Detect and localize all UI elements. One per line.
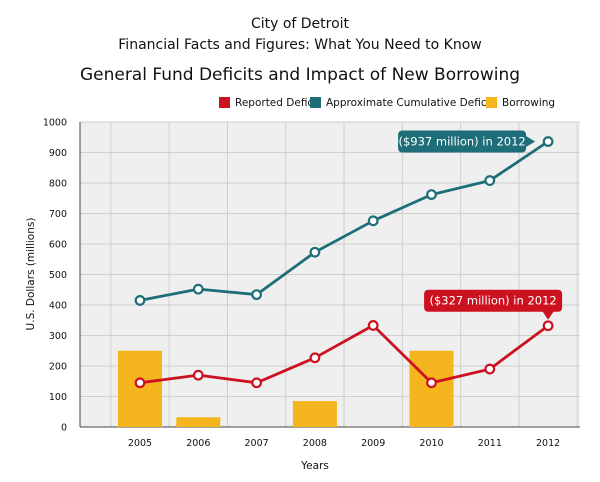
legend-swatch-borrowing [486, 97, 497, 108]
point-reported-deficit-2006 [192, 369, 204, 381]
y-tick-100: 100 [49, 392, 67, 403]
x-tick-2006: 2006 [186, 438, 210, 449]
callout-reported-pointer [542, 310, 555, 320]
bar-borrowing-2010 [409, 350, 454, 427]
x-tick-labels: 2005 2006 2007 2008 2009 2010 2011 2012 [128, 438, 560, 449]
callout-reported: ($327 million) in 2012 [424, 289, 563, 320]
callout-reported-box [424, 289, 563, 312]
y-tick-600: 600 [49, 240, 67, 251]
x-tick-2009: 2009 [361, 438, 385, 449]
x-tick-2011: 2011 [478, 438, 502, 449]
point-approximate-cumulative-deficit-2005 [134, 295, 146, 306]
bar-borrowing-2008 [292, 401, 337, 427]
callout-cumulative: ($937 million) in 2012 [398, 130, 536, 153]
point-reported-deficit-2012 [542, 320, 554, 332]
point-approximate-cumulative-deficit-2011 [484, 175, 496, 186]
x-tick-2008: 2008 [303, 438, 327, 449]
point-reported-deficit-2008 [309, 352, 321, 364]
legend-item-borrowing: Borrowing [486, 97, 555, 109]
point-approximate-cumulative-deficit-2008 [309, 246, 321, 258]
callout-cumulative-text: ($937 million) in 2012 [398, 135, 525, 149]
point-reported-deficit-2010 [426, 377, 437, 389]
point-approximate-cumulative-deficit-2009 [367, 215, 379, 227]
bar-borrowing-2006 [176, 417, 221, 427]
y-tick-800: 800 [49, 179, 67, 190]
y-tick-300: 300 [49, 331, 67, 342]
borrowing-bars [118, 350, 454, 427]
y-tick-1000: 1000 [43, 118, 67, 129]
callout-cumulative-box [398, 130, 527, 153]
point-approximate-cumulative-deficit-2010 [426, 189, 437, 200]
bar-borrowing-2005 [118, 350, 162, 427]
point-reported-deficit-2005 [134, 377, 146, 389]
line-approximate-cumulative-deficit [139, 140, 549, 302]
series-points [134, 136, 554, 389]
y-tick-200: 200 [49, 362, 67, 373]
x-tick-2010: 2010 [419, 438, 443, 449]
callouts: ($937 million) in 2012 ($327 million) in … [398, 130, 563, 320]
legend-swatch-cumulative [310, 97, 321, 108]
y-tick-700: 700 [49, 209, 67, 220]
legend-label-reported: Reported Deficit [235, 97, 320, 109]
legend-item-reported: Reported Deficit [219, 97, 320, 109]
gridlines [79, 121, 580, 428]
point-reported-deficit-2007 [251, 377, 263, 389]
x-tick-2012: 2012 [536, 438, 560, 449]
legend: Reported Deficit Approximate Cumulative … [219, 97, 555, 109]
line-reported-deficit [139, 324, 549, 385]
point-approximate-cumulative-deficit-2006 [192, 283, 204, 295]
x-tick-2007: 2007 [245, 438, 269, 449]
y-tick-900: 900 [49, 148, 67, 159]
x-tick-2005: 2005 [128, 438, 152, 449]
y-tick-0: 0 [61, 423, 67, 434]
point-reported-deficit-2009 [367, 320, 379, 331]
legend-label-cumulative: Approximate Cumulative Deficit [326, 97, 494, 109]
header-line2: Financial Facts and Figures: What You Ne… [118, 37, 481, 53]
y-tick-labels: 0 100 200 300 400 500 600 700 800 900 1000 [43, 118, 67, 434]
x-axis-label: Years [300, 460, 329, 472]
header-line1: City of Detroit [251, 16, 350, 32]
y-tick-400: 400 [49, 301, 67, 312]
y-axis-label: U.S. Dollars (millions) [25, 218, 37, 331]
point-reported-deficit-2011 [484, 363, 496, 375]
point-approximate-cumulative-deficit-2012 [542, 136, 554, 147]
legend-swatch-reported [219, 97, 230, 108]
callout-cumulative-pointer [525, 135, 536, 148]
point-approximate-cumulative-deficit-2007 [251, 289, 263, 301]
chart-title: General Fund Deficits and Impact of New … [80, 65, 520, 85]
callout-reported-text: ($327 million) in 2012 [429, 294, 556, 308]
legend-label-borrowing: Borrowing [502, 97, 555, 109]
series-lines [139, 140, 549, 385]
y-tick-500: 500 [49, 270, 67, 281]
legend-item-cumulative: Approximate Cumulative Deficit [310, 97, 494, 109]
